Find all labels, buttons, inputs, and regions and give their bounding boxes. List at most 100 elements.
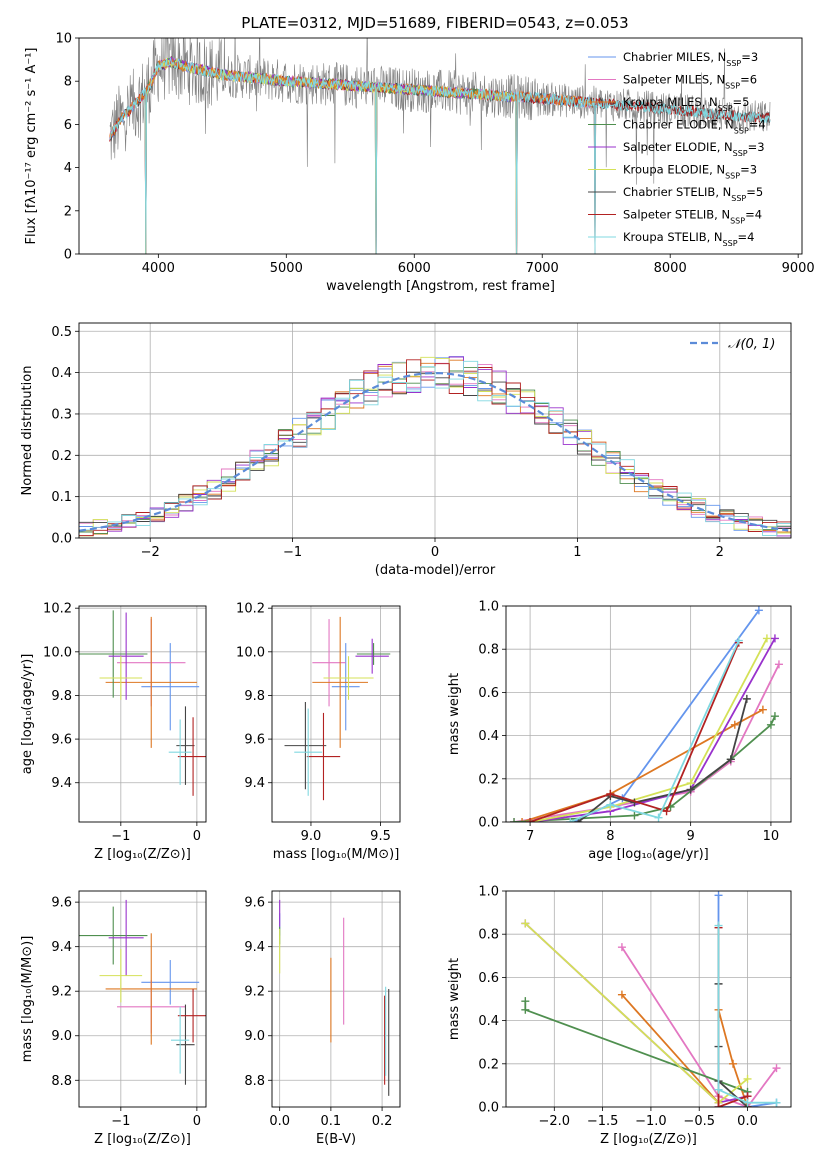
legend-label: Salpeter STELIB, NSSP=4 — [623, 208, 762, 226]
x-tick-label: 1 — [573, 545, 581, 560]
histogram-step — [79, 360, 791, 536]
weight-marker — [770, 634, 779, 643]
legend-label: Chabrier MILES, NSSP=3 — [623, 50, 758, 68]
y-tick-label: 9.6 — [51, 733, 72, 748]
legend-subscript: SSP — [733, 149, 748, 158]
legend-value: =5 — [733, 95, 750, 109]
y-tick-label: 8.8 — [51, 1074, 72, 1089]
x-tick-label: 7 — [526, 829, 534, 844]
legend-subscript: SSP — [718, 104, 733, 113]
weight-marker — [762, 634, 771, 643]
x-tick-label: −1.5 — [587, 1114, 619, 1129]
y-tick-label: 6 — [64, 118, 72, 133]
y-tick-label: 0 — [64, 248, 72, 263]
weight-marker — [606, 800, 615, 809]
model-spectrum — [109, 57, 595, 254]
weight-marker — [714, 921, 723, 930]
legend-value: =4 — [745, 208, 762, 222]
plot-area — [521, 891, 781, 1107]
y-axis-label: mass weight — [447, 673, 462, 755]
panel-residuals: −2 −1 0 1 2 0.0 0.1 0.2 0.3 0.4 0.5 (data-model)/er… — [20, 322, 792, 578]
x-tick-label: 7000 — [526, 261, 559, 276]
x-tick-label: −1.0 — [635, 1114, 667, 1129]
plot-area — [279, 899, 390, 1096]
axes-frame — [78, 605, 207, 823]
weight-marker — [766, 720, 775, 729]
legend-subscript: SSP — [734, 126, 749, 135]
weight-marker — [742, 694, 751, 703]
weight-marker — [734, 636, 743, 645]
y-tick-label: 9.4 — [51, 776, 72, 791]
weight-marker — [654, 813, 663, 822]
y-axis-label: Normed distribution — [20, 366, 35, 496]
weight-line — [524, 1001, 748, 1093]
weight-line — [717, 925, 777, 1104]
x-axis-label: Z [log₁₀(Z/Z⊙)] — [94, 847, 191, 862]
legend-value: =4 — [738, 230, 755, 244]
x-tick-label: −2 — [141, 545, 160, 560]
y-axis-label: age [log₁₀(age/yr)] — [20, 654, 35, 775]
weight-line — [529, 637, 768, 822]
y-tick-label: 0.6 — [478, 686, 499, 701]
y-tick-label: 9.0 — [244, 1029, 265, 1044]
y-tick-label: 9.2 — [244, 985, 265, 1000]
legend-label: Kroupa ELODIE, NSSP=3 — [623, 163, 757, 181]
y-tick-label: 0.0 — [478, 1101, 499, 1116]
weight-marker — [729, 1059, 738, 1068]
weight-line — [524, 922, 749, 1104]
x-axis-label: E(B-V) — [316, 1132, 356, 1147]
y-axis-label: mass [log₁₀(M/M⊙)] — [20, 936, 35, 1063]
y-tick-label: 0.4 — [478, 1014, 499, 1029]
x-tick-label: −0.5 — [683, 1114, 715, 1129]
legend-subscript: SSP — [725, 171, 740, 180]
x-tick-label: 8000 — [654, 261, 687, 276]
weight-marker — [521, 919, 530, 928]
y-tick-label: 0.8 — [478, 643, 499, 658]
weight-marker — [714, 1103, 723, 1107]
legend-label: Kroupa STELIB, NSSP=4 — [623, 230, 754, 248]
y-tick-label: 8.8 — [244, 1074, 265, 1089]
axes-frame — [78, 37, 803, 255]
plot-area — [109, 38, 771, 254]
y-tick-label: 8 — [64, 75, 72, 90]
x-axis-label: Z [log₁₀(Z/Z⊙)] — [600, 1132, 697, 1147]
y-tick-label: 0.3 — [51, 407, 72, 422]
axes-frame — [505, 605, 792, 823]
y-tick-label: 0.2 — [478, 772, 499, 787]
panel-massweight-vs-age: 7 8 9 10 0.0 0.2 0.4 0.6 0.8 1.0 age [log₁₀(age/yr… — [447, 600, 792, 862]
weight-marker — [518, 818, 527, 822]
x-tick-label: 9 — [687, 829, 695, 844]
y-tick-label: 10.2 — [236, 602, 265, 617]
weight-marker — [526, 818, 535, 822]
y-tick-label: 9.2 — [51, 985, 72, 1000]
y-tick-label: 9.6 — [51, 896, 72, 911]
x-tick-label: 0.0 — [737, 1114, 758, 1129]
legend-value: =3 — [748, 140, 765, 154]
weight-marker — [617, 990, 626, 999]
y-tick-label: 0.4 — [51, 366, 72, 381]
axes-frame — [271, 890, 401, 1108]
x-axis-label: age [log₁₀(age/yr)] — [588, 847, 709, 862]
y-tick-label: 9.8 — [244, 689, 265, 704]
panel-age-vs-mass: 9.0 9.5 9.4 9.6 9.8 10.0 10.2 mass [log₁₀(M/M⊙)… — [236, 602, 401, 862]
y-axis-label: Flux [fλ10⁻¹⁷ erg cm⁻² s⁻¹ A⁻¹] — [24, 48, 39, 245]
weight-marker — [714, 1085, 723, 1094]
legend-subscript: SSP — [726, 59, 741, 68]
y-tick-label: 2 — [64, 204, 72, 219]
y-tick-label: 9.8 — [51, 689, 72, 704]
weight-marker — [566, 818, 575, 822]
plot-area — [79, 356, 791, 537]
x-tick-label: 0 — [193, 829, 201, 844]
weight-line — [529, 637, 776, 822]
x-tick-label: 0 — [431, 545, 439, 560]
weight-marker — [521, 1005, 530, 1014]
plot-area — [79, 610, 206, 796]
x-axis-label: wavelength [Angstrom, rest frame] — [326, 279, 555, 294]
x-tick-label: 10 — [763, 829, 780, 844]
y-tick-label: 10 — [55, 32, 72, 47]
axes-frame — [505, 890, 792, 1108]
x-tick-label: 9.0 — [301, 829, 322, 844]
x-axis-label: (data-model)/error — [375, 563, 496, 578]
x-tick-label: −1 — [111, 829, 130, 844]
